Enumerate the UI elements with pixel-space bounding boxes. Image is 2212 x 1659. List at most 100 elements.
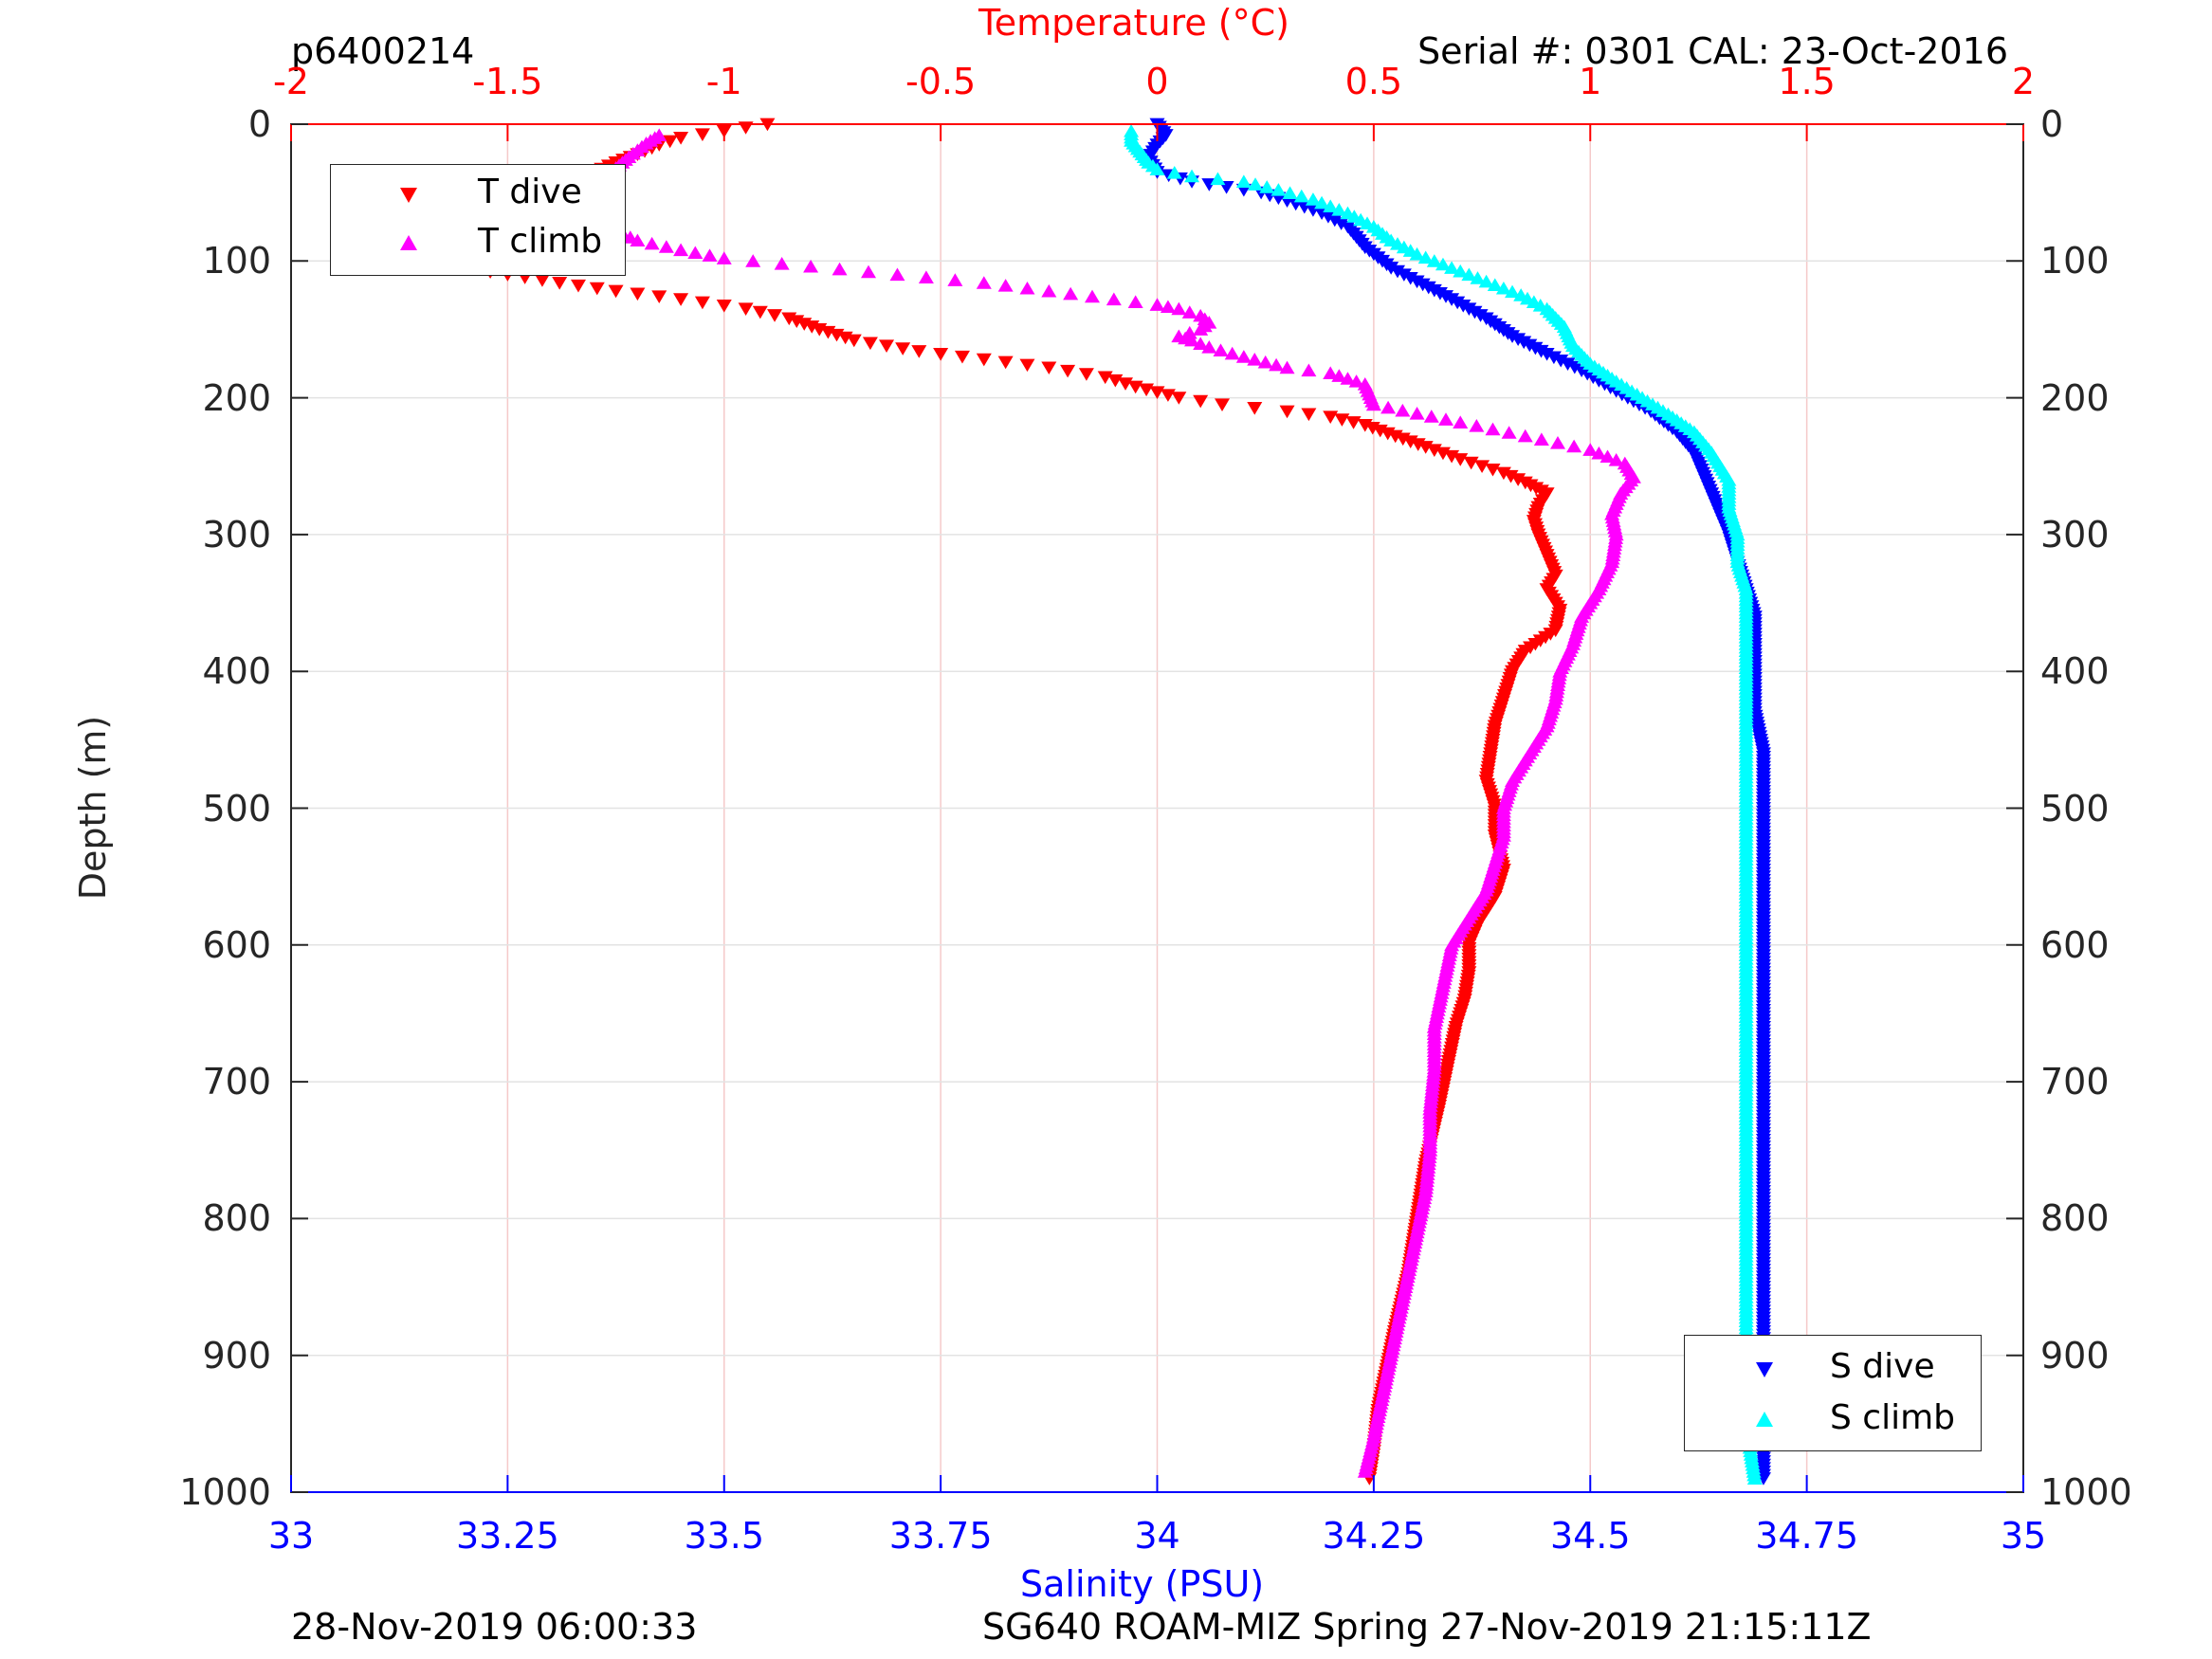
- legend-label-s-climb: S climb: [1830, 1398, 1956, 1437]
- data-point: [976, 353, 992, 367]
- data-point: [1346, 210, 1362, 223]
- temperature-legend-markers: [400, 188, 417, 250]
- data-point: [1259, 180, 1275, 193]
- temperature-legend: T dive T climb: [330, 164, 626, 276]
- data-point: [954, 350, 970, 364]
- data-point: [1383, 262, 1399, 275]
- salinity-tick-label: 33.25: [455, 1515, 559, 1557]
- data-point: [1019, 358, 1035, 373]
- depth-tick-label: 1000: [2040, 1471, 2132, 1513]
- depth-tick-label: 700: [2040, 1061, 2110, 1103]
- data-point: [1345, 416, 1362, 429]
- temperature-tick-label: 0: [1145, 61, 1169, 102]
- depth-tick-label: 200: [202, 376, 271, 419]
- temperature-axis-title: Temperature (°C): [978, 2, 1289, 44]
- depth-tick-label: 1000: [179, 1471, 271, 1513]
- data-point: [1305, 192, 1321, 206]
- data-point: [1501, 426, 1517, 439]
- data-point: [895, 342, 911, 356]
- data-point: [1396, 240, 1412, 254]
- data-point: [1293, 189, 1309, 203]
- series-t-climb: [478, 128, 1641, 1478]
- depth-tick-label: 100: [2040, 240, 2110, 283]
- data-point: [694, 128, 710, 142]
- data-point: [1314, 195, 1330, 210]
- data-point: [662, 135, 678, 149]
- data-point: [1171, 329, 1187, 343]
- data-point: [630, 287, 646, 301]
- data-point: [1235, 350, 1252, 363]
- data-point: [832, 262, 848, 276]
- profile-id: p6400214: [291, 30, 475, 72]
- data-point: [1487, 278, 1503, 291]
- data-point: [1444, 261, 1460, 274]
- data-point: [1478, 274, 1494, 288]
- data-point: [1389, 264, 1405, 279]
- data-point: [1213, 343, 1229, 356]
- depth-tick-label: 100: [202, 240, 271, 283]
- data-point: [1326, 213, 1343, 228]
- data-point: [1106, 292, 1122, 306]
- data-point: [738, 302, 754, 317]
- data-point: [1181, 325, 1197, 339]
- data-point: [1248, 177, 1264, 191]
- data-point: [1520, 291, 1536, 305]
- data-point: [1469, 418, 1485, 432]
- data-point: [716, 251, 732, 264]
- data-point: [1485, 422, 1501, 436]
- data-point: [1395, 403, 1411, 417]
- data-point: [1453, 264, 1469, 278]
- legend-label-t-climb: T climb: [478, 222, 603, 261]
- data-point: [658, 240, 674, 253]
- salinity-tick-label: 33.5: [684, 1515, 765, 1557]
- depth-tick-label: 900: [2040, 1334, 2110, 1376]
- data-point: [1323, 366, 1339, 380]
- data-point: [702, 248, 718, 262]
- temperature-tick-label: 0.5: [1344, 61, 1403, 102]
- salinity-tick-label: 34.75: [1755, 1515, 1859, 1557]
- data-point: [1533, 432, 1549, 447]
- data-point: [918, 270, 934, 284]
- data-point: [1505, 284, 1521, 299]
- data-point: [1453, 415, 1469, 428]
- data-point: [1215, 398, 1231, 412]
- data-point: [846, 334, 862, 348]
- data-point: [911, 345, 927, 358]
- data-point: [976, 276, 992, 289]
- data-point: [1608, 453, 1624, 466]
- data-point: [1279, 405, 1295, 419]
- data-point: [1396, 268, 1412, 282]
- temperature-tick-label: 1.5: [1778, 61, 1836, 102]
- depth-tick-label: 600: [2040, 923, 2110, 966]
- t-dive-legend-marker: [400, 188, 417, 203]
- data-point: [1160, 300, 1176, 314]
- data-point: [1566, 360, 1582, 374]
- data-point: [1084, 289, 1100, 303]
- data-point: [1402, 271, 1418, 285]
- series-s-climb: [1124, 124, 1763, 1485]
- data-point: [1591, 446, 1607, 460]
- depth-tick-label: 800: [2040, 1197, 2110, 1240]
- data-point: [552, 276, 568, 290]
- data-point: [767, 309, 783, 322]
- depth-tick-label: 400: [2040, 650, 2110, 693]
- depth-tick-label: 0: [247, 103, 271, 145]
- salinity-legend-markers: [1756, 1362, 1773, 1427]
- data-point: [1127, 295, 1143, 308]
- data-point: [1560, 357, 1576, 372]
- depth-tick-label: 900: [202, 1334, 271, 1376]
- data-point: [570, 279, 586, 293]
- data-point: [673, 132, 689, 145]
- data-point: [861, 264, 876, 279]
- data-point: [1041, 361, 1057, 375]
- data-point: [1323, 199, 1339, 212]
- data-point: [752, 305, 768, 319]
- data-point: [1389, 237, 1405, 250]
- data-point: [1166, 166, 1182, 179]
- data-point: [1423, 410, 1439, 423]
- data-point: [589, 282, 605, 296]
- temperature-tick-label: -2: [273, 61, 309, 102]
- data-point: [862, 337, 878, 351]
- data-point: [1549, 436, 1565, 449]
- data-point: [1463, 456, 1479, 470]
